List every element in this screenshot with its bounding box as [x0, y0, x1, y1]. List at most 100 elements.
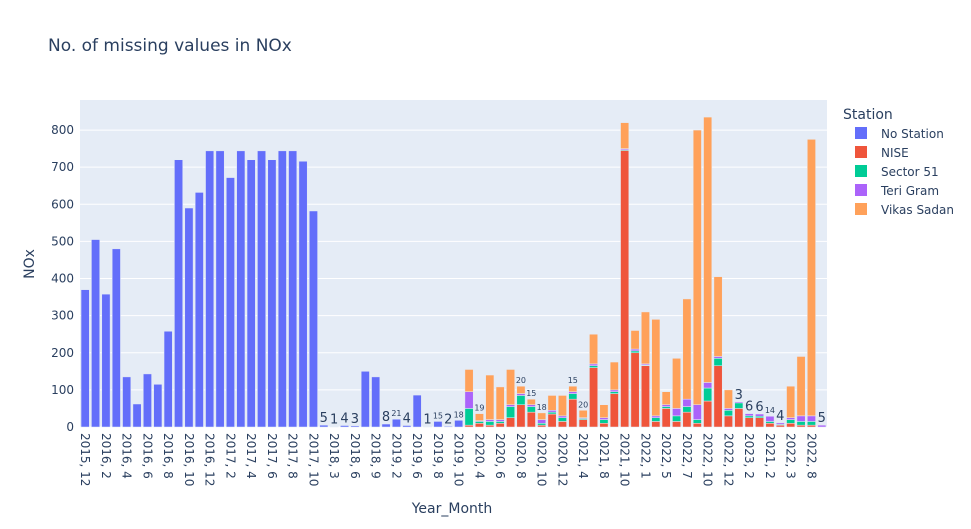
data-label: 4	[340, 412, 348, 427]
x-tick-label: 2016, 12	[203, 433, 217, 486]
bar-segment	[807, 425, 815, 427]
x-tick-label: 2023, 2	[742, 433, 756, 479]
bar-segment	[704, 388, 712, 401]
y-tick-label: 800	[51, 123, 74, 137]
bar-segment	[683, 407, 691, 413]
x-tick-label: 2015, 12	[78, 433, 92, 486]
x-tick-label: 2017, 10	[306, 433, 320, 486]
x-tick-label: 2016, 4	[120, 433, 134, 479]
x-tick-label: 2020, 6	[493, 433, 507, 479]
bar-segment	[714, 358, 722, 365]
bar-segment	[807, 139, 815, 416]
bar-segment	[486, 420, 494, 422]
bar-segment	[579, 410, 587, 417]
y-tick-label: 600	[51, 197, 74, 211]
legend-swatch	[855, 127, 867, 139]
bar-segment	[787, 423, 795, 427]
x-tick-label: 2019, 6	[410, 433, 424, 479]
bar-segment	[133, 404, 141, 427]
bar-segment	[776, 425, 784, 427]
bar-segment	[610, 390, 618, 392]
bar-segment	[704, 117, 712, 382]
bar-segment	[600, 418, 608, 420]
bar-segment	[257, 151, 265, 427]
bar-segment	[672, 416, 680, 422]
legend-label: Teri Gram	[880, 184, 939, 198]
bar-segment	[766, 421, 774, 423]
bar-segment	[672, 358, 680, 408]
bar-segment	[610, 394, 618, 427]
bar-segment	[714, 366, 722, 427]
bar-segment	[486, 375, 494, 420]
bar-segment	[589, 334, 597, 364]
bar-segment	[506, 369, 514, 404]
bar-segment	[610, 392, 618, 394]
bar-segment	[309, 211, 317, 427]
x-tick-label: 2020, 4	[472, 433, 486, 479]
data-label: 20	[578, 400, 588, 409]
bar-segment	[693, 405, 701, 420]
bar-segment	[569, 394, 577, 400]
bar-segment	[538, 420, 546, 424]
bar-segment	[652, 421, 660, 427]
x-tick-label: 2021, 2	[763, 433, 777, 479]
x-tick-label: 2016, 10	[182, 433, 196, 486]
x-tick-label: 2022, 12	[721, 433, 735, 486]
bar-segment	[797, 425, 805, 427]
data-label: 2	[444, 412, 452, 427]
data-label: 19	[474, 404, 484, 413]
bar-segment	[558, 416, 566, 418]
bar-segment	[247, 160, 255, 427]
x-tick-label: 2016, 2	[99, 433, 113, 479]
x-tick-label: 2021, 4	[576, 433, 590, 479]
bar-segment	[496, 423, 504, 427]
bar-segment	[652, 319, 660, 416]
bar-segment	[538, 423, 546, 425]
x-axis-title: Year_Month	[411, 501, 493, 517]
bar-segment	[589, 366, 597, 368]
x-tick-label: 2022, 1	[638, 433, 652, 479]
bar-segment	[413, 395, 421, 427]
bar-segment	[195, 192, 203, 427]
bar-segment	[496, 387, 504, 420]
bar-segment	[683, 412, 691, 427]
bar-segment	[797, 421, 805, 425]
bar-segment	[797, 416, 805, 422]
bar-segment	[299, 161, 307, 427]
bar-segment	[600, 420, 608, 424]
bar-segment	[693, 423, 701, 427]
bar-segment	[475, 423, 483, 427]
bar-segment	[797, 356, 805, 415]
bar-segment	[112, 249, 120, 427]
x-tick-label: 2022, 10	[701, 433, 715, 486]
data-label: 4	[403, 412, 411, 427]
x-tick-label: 2018, 9	[369, 433, 383, 479]
x-tick-label: 2018, 3	[327, 433, 341, 479]
bar-segment	[527, 407, 535, 413]
data-label: 6	[755, 400, 763, 415]
bar-segment	[506, 407, 514, 418]
bar-segment	[704, 382, 712, 388]
x-tick-label: 2020, 8	[514, 433, 528, 479]
bar-segment	[724, 410, 732, 416]
x-tick-label: 2017, 6	[265, 433, 279, 479]
bar-segment	[610, 362, 618, 390]
bar-segment	[486, 425, 494, 427]
bar-segment	[434, 421, 442, 427]
bar-segment	[475, 414, 483, 421]
y-tick-label: 700	[51, 160, 74, 174]
bar-segment	[506, 418, 514, 427]
data-label: 5	[818, 411, 826, 426]
y-tick-label: 500	[51, 234, 74, 248]
legend-label: Sector 51	[881, 165, 939, 179]
bar-segment	[465, 369, 473, 391]
bar-segment	[807, 421, 815, 425]
bar-segment	[123, 377, 131, 427]
bar-segment	[558, 421, 566, 427]
bar-segment	[662, 405, 670, 407]
bar-segment	[372, 377, 380, 427]
bar-segment	[558, 418, 566, 422]
bar-segment	[517, 394, 525, 396]
